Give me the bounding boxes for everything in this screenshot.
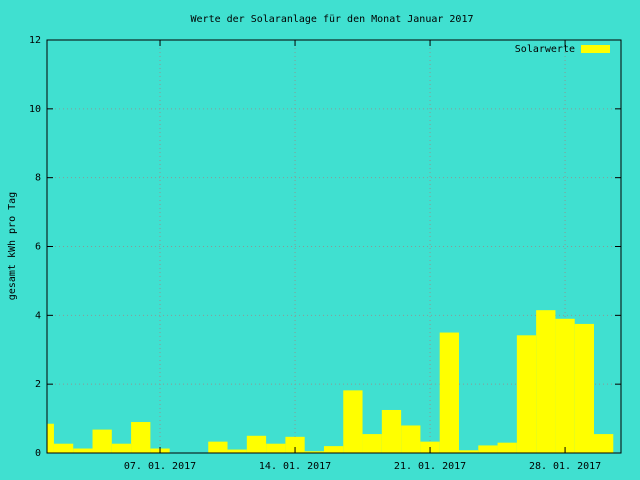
bar xyxy=(53,443,74,453)
bar xyxy=(285,436,305,453)
bar xyxy=(111,443,132,453)
bar xyxy=(73,448,93,453)
bar xyxy=(343,390,363,453)
x-tick-label: 07. 01. 2017 xyxy=(124,461,196,472)
x-tick-label: 14. 01. 2017 xyxy=(259,461,331,472)
y-tick-label: 2 xyxy=(35,379,41,390)
bar xyxy=(362,434,382,453)
bar xyxy=(323,446,344,453)
bar xyxy=(478,445,498,453)
bar xyxy=(381,409,402,453)
bar xyxy=(555,318,575,453)
bar xyxy=(458,450,479,453)
bar xyxy=(92,429,112,453)
bar xyxy=(439,332,459,453)
bar xyxy=(593,434,614,453)
bar xyxy=(131,422,151,453)
bars xyxy=(47,310,614,453)
y-tick-label: 0 xyxy=(35,448,41,459)
bar xyxy=(227,449,247,453)
y-tick-label: 12 xyxy=(29,35,41,46)
bar xyxy=(497,442,517,453)
x-tick-label: 28. 01. 2017 xyxy=(529,461,601,472)
y-tick-label: 10 xyxy=(29,104,41,115)
bar xyxy=(516,335,537,453)
y-axis-label: gesamt kWh pro Tag xyxy=(7,192,18,300)
bar xyxy=(304,451,324,453)
legend-swatch xyxy=(581,45,610,53)
bar xyxy=(574,323,594,453)
bar xyxy=(536,310,556,453)
bar xyxy=(246,435,267,453)
y-tick-label: 6 xyxy=(35,242,41,253)
bar xyxy=(47,423,54,453)
x-tick-label: 21. 01. 2017 xyxy=(394,461,466,472)
ticks xyxy=(47,39,621,454)
bar xyxy=(266,443,286,453)
bar xyxy=(208,441,228,453)
y-tick-label: 4 xyxy=(35,310,41,321)
legend-label: Solarwerte xyxy=(515,44,575,55)
chart-title: Werte der Solaranlage für den Monat Janu… xyxy=(191,14,474,25)
bar xyxy=(401,425,421,453)
y-tick-label: 8 xyxy=(35,173,41,184)
